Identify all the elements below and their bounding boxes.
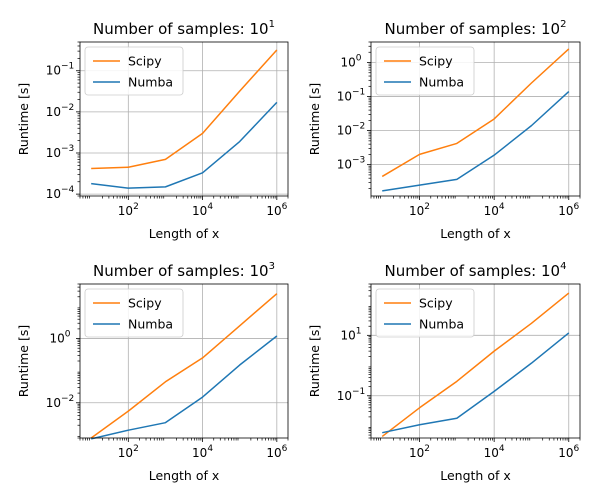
axes-frame [370,41,581,197]
x-axis-label: Length of x [440,468,511,483]
y-tick-label: 101 [340,326,361,342]
legend-label-numba: Numba [128,317,173,332]
series-line-numba [91,335,278,440]
series-line-numba [382,332,570,434]
x-tick-label: 102 [118,202,139,218]
title-exponent: 3 [269,261,275,272]
x-tick-label: 106 [558,202,579,218]
x-tick-label: 104 [192,444,213,460]
x-tick-label: 106 [558,444,579,460]
y-tick-label: 10−2 [46,103,75,119]
x-axis-label: Length of x [149,468,220,483]
legend: Scipy Numba [84,46,184,96]
x-tick-label: 104 [484,444,505,460]
subplot-4: Number of samples: 104 102 104 106 10−1 101 Le… [307,261,581,483]
series-line-scipy [90,293,278,439]
legend-box [84,46,184,96]
legend-box [375,288,475,338]
y-axis-label: Runtime [s] [16,83,31,155]
subplot-3: Number of samples: 103 102 104 106 10−2 100 Le… [16,261,289,483]
y-tick-label: 10−3 [337,156,366,172]
title-exponent: 1 [269,19,275,30]
y-tick-label: 10−2 [337,122,366,138]
title-base: Number of samples: 10 [385,262,561,280]
y-tick-label: 10−1 [337,88,366,104]
legend-box [375,46,475,96]
y-tick-label: 10−3 [46,144,75,160]
title-base: Number of samples: 10 [93,262,269,280]
subplot-title: Number of samples: 102 [385,19,567,38]
legend-label-scipy: Scipy [419,296,453,311]
x-tick-label: 102 [409,202,430,218]
series-line-numba [91,101,278,189]
x-axis-label: Length of x [149,226,220,241]
x-tick-label: 106 [266,202,287,218]
subplot-title: Number of samples: 104 [385,261,567,280]
subplot-title: Number of samples: 103 [93,261,275,280]
legend-label-numba: Numba [128,75,173,90]
series-line-scipy [381,48,570,178]
legend: Scipy Numba [375,46,475,96]
y-axis-label: Runtime [s] [307,325,322,397]
legend-label-numba: Numba [419,75,464,90]
title-base: Number of samples: 10 [93,20,269,38]
y-tick-label: 100 [340,53,361,69]
series-line-numba [382,91,570,192]
title-base: Number of samples: 10 [385,20,561,38]
legend-label-scipy: Scipy [128,296,162,311]
title-exponent: 4 [560,261,566,272]
y-tick-label: 100 [49,330,70,346]
subplot-2: Number of samples: 102 102 104 106 10−3 10−2 1… [307,19,581,241]
legend-label-scipy: Scipy [419,54,453,69]
axes-frame [79,41,289,197]
x-axis-label: Length of x [440,226,511,241]
legend-box [84,288,184,338]
title-exponent: 2 [560,19,566,30]
legend: Scipy Numba [84,288,184,338]
y-tick-label: 10−4 [46,185,75,201]
legend: Scipy Numba [375,288,475,338]
x-tick-label: 106 [266,444,287,460]
legend-label-scipy: Scipy [128,54,162,69]
x-tick-label: 104 [484,202,505,218]
series-line-scipy [381,292,570,438]
y-tick-label: 10−1 [46,62,75,78]
legend-label-numba: Numba [419,317,464,332]
series-line-scipy [91,49,278,170]
y-tick-label: 10−2 [46,394,75,410]
y-axis-label: Runtime [s] [307,83,322,155]
y-tick-label: 10−1 [337,387,366,403]
y-axis-label: Runtime [s] [16,325,31,397]
axes-frame [370,283,581,439]
axes-frame [79,283,289,439]
x-tick-label: 102 [409,444,430,460]
subplot-1: Number of samples: 101 102 104 106 10−4 10−3 1… [16,19,289,241]
x-tick-label: 102 [118,444,139,460]
x-tick-label: 104 [192,202,213,218]
subplot-title: Number of samples: 101 [93,19,275,38]
